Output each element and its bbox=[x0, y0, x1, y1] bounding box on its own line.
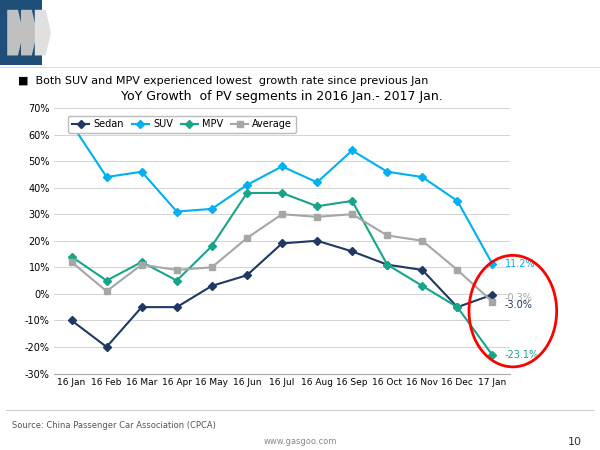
Average bbox=[138, 262, 145, 267]
Average bbox=[489, 299, 496, 305]
Average bbox=[278, 212, 286, 217]
Title: YoY Growth  of PV segments in 2016 Jan.- 2017 Jan.: YoY Growth of PV segments in 2016 Jan.- … bbox=[121, 90, 443, 103]
Sedan bbox=[383, 262, 391, 267]
Sedan bbox=[313, 238, 320, 243]
Sedan bbox=[173, 305, 181, 310]
SUV bbox=[138, 169, 145, 175]
Sedan bbox=[454, 305, 461, 310]
Text: -0.3%: -0.3% bbox=[505, 293, 533, 303]
SUV bbox=[313, 180, 320, 185]
SUV bbox=[244, 182, 251, 188]
SUV bbox=[383, 169, 391, 175]
MPV bbox=[349, 198, 356, 203]
SUV bbox=[349, 148, 356, 153]
MPV bbox=[103, 278, 110, 284]
Line: MPV: MPV bbox=[69, 190, 495, 358]
Sedan bbox=[278, 241, 286, 246]
Average bbox=[68, 259, 75, 265]
Average bbox=[244, 235, 251, 241]
Legend: Sedan, SUV, MPV, Average: Sedan, SUV, MPV, Average bbox=[68, 116, 296, 133]
Average bbox=[419, 238, 426, 243]
SUV bbox=[454, 198, 461, 203]
MPV bbox=[68, 254, 75, 259]
Bar bbox=[0, 0, 42, 65]
MPV bbox=[138, 259, 145, 265]
Average bbox=[208, 265, 215, 270]
Average bbox=[349, 212, 356, 217]
Average bbox=[313, 214, 320, 220]
SUV bbox=[489, 261, 496, 267]
Text: -3.0%: -3.0% bbox=[505, 300, 533, 310]
Text: 10: 10 bbox=[568, 437, 582, 447]
Sedan bbox=[244, 273, 251, 278]
Sedan bbox=[489, 292, 496, 297]
Polygon shape bbox=[21, 10, 37, 55]
SUV bbox=[173, 209, 181, 214]
Polygon shape bbox=[35, 10, 51, 55]
Sedan bbox=[349, 249, 356, 254]
MPV bbox=[419, 283, 426, 288]
MPV bbox=[489, 352, 496, 358]
MPV bbox=[173, 278, 181, 284]
Text: 11.2%: 11.2% bbox=[505, 259, 535, 269]
Line: Average: Average bbox=[69, 212, 495, 305]
Sedan bbox=[138, 305, 145, 310]
Line: SUV: SUV bbox=[69, 121, 495, 267]
SUV bbox=[419, 174, 426, 180]
MPV bbox=[383, 262, 391, 267]
MPV bbox=[454, 305, 461, 310]
SUV bbox=[278, 164, 286, 169]
MPV bbox=[208, 243, 215, 249]
Average bbox=[103, 288, 110, 294]
MPV bbox=[244, 190, 251, 196]
SUV bbox=[208, 206, 215, 211]
Text: ■  Both SUV and MPV experienced lowest  growth rate since previous Jan: ■ Both SUV and MPV experienced lowest gr… bbox=[18, 76, 428, 86]
Line: Sedan: Sedan bbox=[69, 238, 495, 350]
Average bbox=[383, 233, 391, 238]
Text: www.gasgoo.com: www.gasgoo.com bbox=[263, 437, 337, 446]
Polygon shape bbox=[7, 10, 23, 55]
Average bbox=[454, 267, 461, 273]
MPV bbox=[313, 203, 320, 209]
SUV bbox=[68, 121, 75, 126]
Text: Source: China Passenger Car Association (CPCA): Source: China Passenger Car Association … bbox=[12, 421, 216, 430]
MPV bbox=[278, 190, 286, 196]
Sedan bbox=[103, 344, 110, 350]
Text: 2.2 Growth Rate of PV Segments: 2.2 Growth Rate of PV Segments bbox=[51, 23, 412, 42]
Sedan bbox=[68, 318, 75, 323]
Average bbox=[173, 267, 181, 273]
SUV bbox=[103, 174, 110, 180]
Sedan bbox=[208, 283, 215, 288]
Sedan bbox=[419, 267, 426, 273]
Text: -23.1%: -23.1% bbox=[505, 350, 539, 360]
